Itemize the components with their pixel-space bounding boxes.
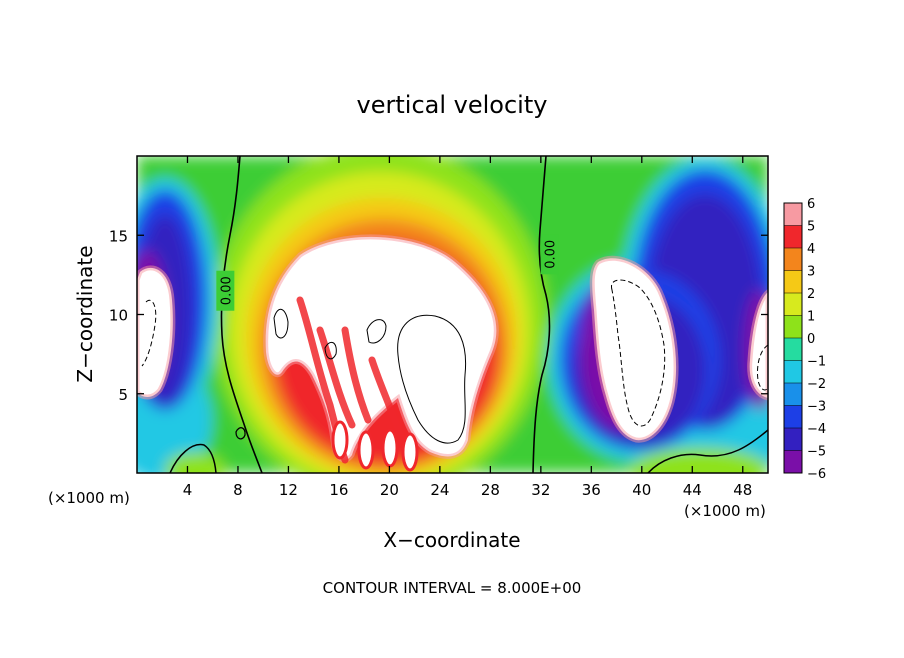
- contour-labels: 0.00 0.00: [216, 234, 559, 311]
- colorbar-tick-label: −3: [807, 400, 826, 415]
- colorbar-swatch: [784, 315, 802, 339]
- heatmap-field: [137, 156, 768, 473]
- positive-contour-small-1: [273, 308, 289, 339]
- colorbar-swatch: [784, 248, 802, 271]
- colorbar-tick-label: −4: [807, 422, 826, 437]
- colorbar-swatch: [784, 450, 802, 474]
- positive-contour-small-2: [366, 319, 387, 344]
- negative-contour-left: [141, 299, 157, 367]
- colorbar-tick-label: 5: [807, 220, 815, 235]
- positive-contour-small-4: [235, 427, 246, 440]
- x-tick-label: 4: [183, 481, 193, 499]
- x-tick-label: 40: [632, 481, 651, 499]
- y-tick-label: 15: [109, 227, 128, 245]
- zero-contour-bottom-right: [647, 429, 768, 473]
- positive-contour-updraft: [397, 314, 467, 444]
- x-tick-label: 24: [430, 481, 449, 499]
- colorbar-swatch: [784, 428, 802, 451]
- colorbar-tick-label: −2: [807, 377, 826, 392]
- positive-contour-small-3: [324, 341, 337, 360]
- colorbar-swatch: [784, 360, 802, 384]
- colorbar-swatch: [784, 293, 802, 316]
- x-tick-label: 8: [233, 481, 243, 499]
- x-tick-label: 32: [531, 481, 550, 499]
- negative-contour-right: [611, 279, 666, 427]
- x-axis-label: X−coordinate: [383, 528, 520, 552]
- x-tick-label: 48: [733, 481, 752, 499]
- colorbar-tick-label: −1: [807, 355, 826, 370]
- zero-contour-left: [220, 156, 263, 473]
- colorbar-tick-label: 2: [807, 287, 815, 302]
- colorbar-swatch: [784, 203, 802, 226]
- y-axis: 5 10 15: [109, 227, 768, 404]
- y-tick-label: 10: [109, 307, 128, 325]
- colorbar-swatch: [784, 270, 802, 294]
- x-tick-label: 44: [683, 481, 702, 499]
- negative-contour-far-right: [757, 344, 768, 391]
- colorbar-tick-label: 0: [807, 332, 815, 347]
- y-tick-label: 5: [118, 386, 128, 404]
- zero-contour-bottom-bump-left: [169, 443, 217, 473]
- colorbar-tick-label: −5: [807, 445, 826, 460]
- x-tick-label: 36: [582, 481, 601, 499]
- colorbar: 6 5 4 3 2 1 0 −1 −2 −3 −4 −5 −6: [783, 197, 826, 482]
- y-axis-label: Z−coordinate: [73, 245, 97, 382]
- contour-label: 0.00: [219, 276, 234, 305]
- contour-interval-footer: CONTOUR INTERVAL = 8.000E+00: [323, 579, 582, 597]
- x-tick-label: 28: [481, 481, 500, 499]
- contour-label: 0.00: [544, 240, 559, 269]
- x-tick-label: 16: [329, 481, 348, 499]
- colorbar-swatch: [784, 383, 802, 406]
- colorbar-swatch: [784, 225, 802, 249]
- x-tick-label: 20: [380, 481, 399, 499]
- x-tick-label: 12: [279, 481, 298, 499]
- colorbar-tick-label: 4: [807, 242, 815, 257]
- contour-lines: [141, 156, 768, 473]
- colorbar-tick-label: 3: [807, 265, 815, 280]
- x-unit-right: (×1000 m): [684, 502, 766, 520]
- x-axis: 4 8 12 16 20 24 28 32 36 40 44 48: [183, 156, 752, 499]
- colorbar-tick-label: 6: [807, 197, 815, 212]
- colorbar-tick-label: 1: [807, 310, 815, 325]
- colorbar-swatch: [784, 405, 802, 429]
- chart-title: vertical velocity: [357, 91, 548, 119]
- x-unit-left: (×1000 m): [48, 489, 130, 507]
- zero-contour-middle: [532, 156, 551, 473]
- colorbar-swatch: [784, 338, 802, 361]
- colorbar-tick-label: −6: [807, 467, 826, 482]
